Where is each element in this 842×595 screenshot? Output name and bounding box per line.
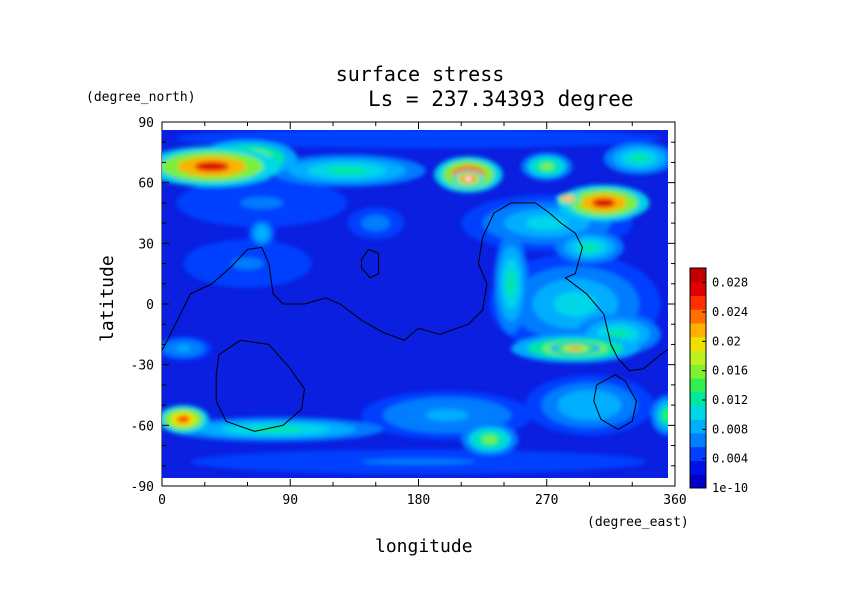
field-blob-6-ring-3 bbox=[425, 409, 469, 422]
field-blob-18-ring-3 bbox=[540, 162, 554, 171]
y-tick-label: 60 bbox=[138, 177, 154, 192]
field-layer bbox=[162, 130, 668, 474]
colorbar-swatch-6 bbox=[690, 391, 706, 406]
colorbar-tick-label: 0.02 bbox=[712, 334, 741, 348]
colorbar-swatch-9 bbox=[690, 350, 706, 365]
topography-contour-0 bbox=[162, 202, 668, 372]
field-blob-23-ring-3 bbox=[176, 415, 190, 423]
field-blob-24-ring-3 bbox=[194, 161, 229, 172]
y-tick-label: 30 bbox=[138, 237, 154, 252]
topography-contour-3 bbox=[593, 374, 638, 430]
colorbar-tick-label: 0.012 bbox=[712, 393, 748, 407]
field-blob-15-ring-3 bbox=[630, 154, 649, 163]
field-blob-4-ring-3 bbox=[368, 219, 383, 228]
y-axis: -90 -60 -30 0 30 60 90 bbox=[131, 116, 675, 495]
field-blob-25-ring-3 bbox=[592, 198, 616, 208]
x-axis-label: longitude bbox=[375, 536, 473, 557]
colorbar-tick-label: 1e-10 bbox=[712, 481, 748, 495]
field-blob-28-ring-3 bbox=[565, 197, 571, 201]
colorbar-swatch-10 bbox=[690, 336, 706, 351]
chart-title: surface stress bbox=[335, 62, 505, 86]
colorbar-swatch-7 bbox=[690, 378, 706, 393]
field-blob-3-ring-3 bbox=[361, 458, 476, 465]
field-blob-14-ring-3 bbox=[249, 426, 303, 433]
y-tick-label: -90 bbox=[131, 480, 154, 495]
field-blob-11-ring-3 bbox=[327, 166, 367, 175]
colorbar-swatch-8 bbox=[690, 364, 706, 379]
chart-subtitle: Ls = 237.34393 degree bbox=[368, 87, 634, 111]
x-axis: 0 90 180 270 360 bbox=[158, 122, 687, 508]
colorbar-tick-label: 0.016 bbox=[712, 364, 748, 378]
y-tick-label: 90 bbox=[138, 116, 154, 131]
colorbar-tick-label: 0.024 bbox=[712, 305, 748, 319]
field-blob-0-ring-3 bbox=[357, 135, 480, 141]
colorbar-swatch-15 bbox=[690, 268, 706, 283]
colorbar-tick-label: 0.004 bbox=[712, 452, 748, 466]
field-blob-19-ring-3 bbox=[482, 435, 497, 444]
field-blob-22-ring-3 bbox=[568, 346, 582, 351]
topography-contour-2 bbox=[215, 339, 306, 432]
x-tick-label: 270 bbox=[535, 493, 558, 508]
colorbar-tick-label: 0.008 bbox=[712, 422, 748, 436]
field-blob-13-ring-3 bbox=[607, 329, 629, 340]
field-blob-2-ring-3 bbox=[231, 257, 264, 270]
x-axis-unit: (degree_east) bbox=[587, 515, 689, 530]
contour-layer bbox=[162, 202, 668, 432]
colorbar-frame bbox=[689, 267, 707, 489]
x-tick-label: 180 bbox=[407, 493, 430, 508]
field-blob-1-ring-3 bbox=[240, 196, 284, 209]
colorbar-swatch-11 bbox=[690, 323, 706, 338]
field-blob-17-ring-3 bbox=[663, 410, 668, 421]
y-tick-label: 0 bbox=[146, 298, 154, 313]
colorbar-swatch-14 bbox=[690, 281, 706, 296]
field-blob-8-ring-3 bbox=[258, 229, 266, 238]
field-blob-16-ring-3 bbox=[506, 271, 516, 297]
colorbar-swatch-4 bbox=[690, 419, 706, 434]
field-blob-12-ring-3 bbox=[580, 243, 599, 252]
colorbar-swatch-13 bbox=[690, 295, 706, 310]
field-blob-10-ring-3 bbox=[553, 291, 597, 317]
x-tick-label: 90 bbox=[282, 493, 298, 508]
colorbar-swatch-12 bbox=[690, 309, 706, 324]
x-tick-label: 360 bbox=[663, 493, 686, 508]
field-blob-7-ring-3 bbox=[573, 397, 606, 413]
y-axis-unit: (degree_north) bbox=[86, 90, 196, 105]
colorbar-swatch-2 bbox=[690, 446, 706, 461]
field-blob-27-ring-3 bbox=[464, 176, 473, 181]
colorbar-swatch-0 bbox=[690, 474, 706, 489]
colorbar-swatch-1 bbox=[690, 460, 706, 475]
colorbar: 1e-10 0.004 0.008 0.012 0.016 0.02 0.024 0.028 bbox=[689, 267, 748, 495]
colorbar-tick-label: 0.028 bbox=[712, 276, 748, 290]
y-tick-label: -60 bbox=[131, 419, 154, 434]
colorbar-swatch-5 bbox=[690, 405, 706, 420]
field-blob-5-ring-3 bbox=[176, 345, 191, 352]
x-tick-label: 0 bbox=[158, 493, 166, 508]
colorbar-swatch-3 bbox=[690, 433, 706, 448]
y-tick-label: -30 bbox=[131, 359, 154, 374]
topography-contour-1 bbox=[361, 248, 380, 279]
